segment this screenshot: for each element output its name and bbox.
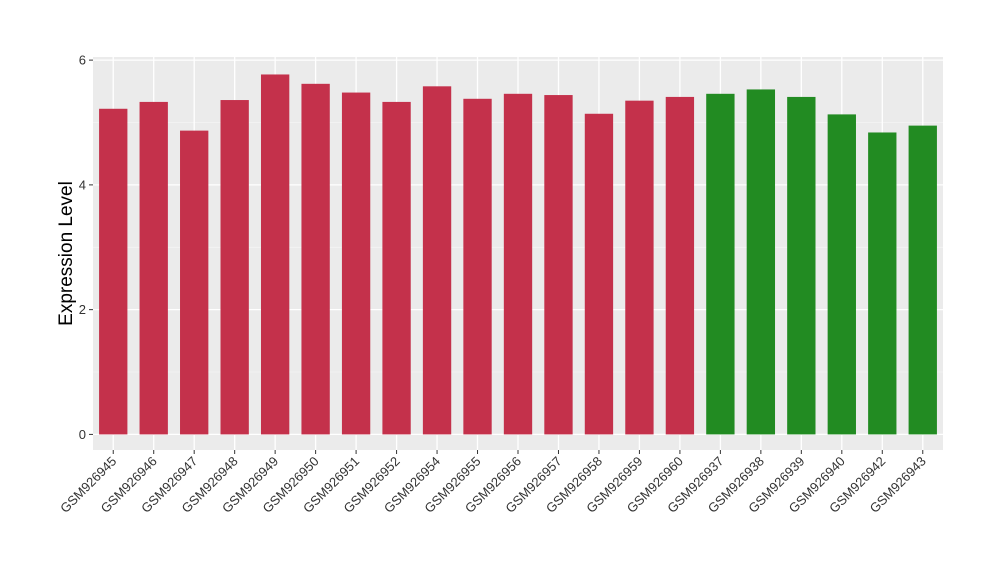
bar-GSM926937 xyxy=(706,93,735,435)
bar-GSM926947 xyxy=(180,130,209,435)
y-tick-label: 0 xyxy=(79,427,86,442)
x-axis: GSM926945GSM926946GSM926947GSM926948GSM9… xyxy=(57,450,929,516)
y-tick-label: 4 xyxy=(79,177,86,192)
y-axis: 0 2 4 6 xyxy=(79,53,93,442)
bar-GSM926943 xyxy=(908,125,937,435)
y-tick-label: 2 xyxy=(79,302,86,317)
bar-GSM926952 xyxy=(382,101,411,435)
bars xyxy=(99,74,937,435)
bar-GSM926938 xyxy=(746,89,776,435)
bar-GSM926958 xyxy=(584,113,614,435)
bar-GSM926957 xyxy=(544,95,573,435)
bar-GSM926949 xyxy=(260,74,290,435)
bar-GSM926955 xyxy=(463,98,492,435)
bar-GSM926954 xyxy=(422,86,452,435)
bar-GSM926959 xyxy=(625,100,654,435)
bar-GSM926946 xyxy=(139,101,168,435)
bar-GSM926951 xyxy=(341,92,371,435)
bar-GSM926939 xyxy=(787,96,816,435)
bar-GSM926945 xyxy=(99,108,128,435)
bar-GSM926956 xyxy=(503,93,533,435)
bar-GSM926950 xyxy=(301,83,330,435)
y-axis-title: Expression Level xyxy=(56,181,77,326)
bar-GSM926942 xyxy=(868,132,897,435)
bar-GSM926960 xyxy=(665,96,695,435)
bar-GSM926940 xyxy=(827,114,856,435)
bar-GSM926948 xyxy=(220,100,249,435)
y-tick-label: 6 xyxy=(79,53,86,68)
